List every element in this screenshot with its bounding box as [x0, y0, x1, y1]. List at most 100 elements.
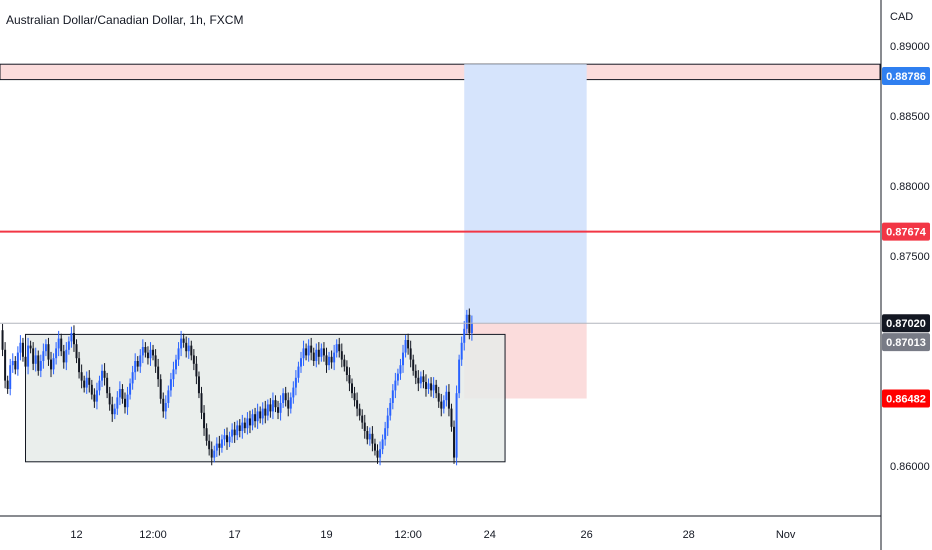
candle[interactable] — [175, 354, 177, 375]
candle[interactable] — [261, 402, 264, 425]
candle[interactable] — [169, 372, 172, 397]
candle[interactable] — [60, 333, 63, 357]
resistance-zone[interactable] — [0, 63, 881, 81]
candle[interactable] — [391, 384, 394, 410]
candle[interactable] — [223, 428, 226, 446]
candle[interactable] — [435, 379, 438, 399]
candle[interactable] — [103, 363, 106, 386]
candle[interactable] — [238, 419, 241, 438]
candle[interactable] — [371, 426, 374, 452]
candle[interactable] — [67, 336, 70, 355]
candle[interactable] — [24, 350, 27, 373]
candle[interactable] — [75, 339, 78, 364]
candle[interactable] — [305, 343, 308, 361]
candle[interactable] — [345, 360, 348, 382]
candle[interactable] — [289, 392, 292, 414]
candle[interactable] — [126, 386, 129, 415]
candle[interactable] — [366, 426, 369, 445]
candle[interactable] — [450, 403, 453, 432]
candle[interactable] — [465, 309, 468, 334]
candle[interactable] — [70, 326, 73, 348]
candle[interactable] — [152, 344, 155, 361]
candle[interactable] — [320, 343, 323, 362]
candle[interactable] — [269, 398, 272, 418]
candle[interactable] — [47, 337, 50, 366]
candle[interactable] — [134, 353, 137, 380]
candle[interactable] — [430, 377, 433, 397]
candle[interactable] — [394, 372, 397, 399]
candle[interactable] — [121, 384, 124, 404]
candle[interactable] — [57, 330, 60, 357]
candle[interactable] — [1, 323, 4, 357]
candle[interactable] — [21, 337, 24, 362]
candle[interactable] — [42, 343, 45, 369]
candle[interactable] — [266, 399, 269, 421]
candle[interactable] — [322, 342, 325, 362]
candle[interactable] — [200, 386, 203, 420]
candle[interactable] — [93, 388, 96, 408]
candle[interactable] — [129, 378, 132, 400]
candle[interactable] — [325, 347, 328, 373]
candle[interactable] — [299, 351, 302, 373]
candle[interactable] — [167, 385, 170, 408]
candle[interactable] — [279, 395, 282, 421]
candle[interactable] — [162, 392, 165, 418]
candle[interactable] — [287, 392, 290, 417]
candle[interactable] — [180, 330, 183, 357]
candle[interactable] — [154, 349, 157, 373]
candle[interactable] — [106, 372, 109, 399]
candle[interactable] — [312, 347, 315, 366]
candle[interactable] — [248, 410, 251, 434]
candle[interactable] — [231, 423, 234, 443]
candle[interactable] — [402, 344, 405, 373]
candle[interactable] — [208, 434, 211, 456]
candle[interactable] — [453, 420, 456, 464]
candle[interactable] — [14, 356, 17, 375]
candle[interactable] — [282, 388, 285, 408]
candle[interactable] — [192, 349, 195, 371]
candle[interactable] — [205, 423, 208, 446]
candle[interactable] — [259, 406, 262, 424]
candle[interactable] — [11, 353, 14, 373]
candle[interactable] — [32, 342, 35, 371]
candle[interactable] — [228, 431, 231, 448]
candle[interactable] — [39, 354, 42, 378]
candle[interactable] — [72, 325, 75, 352]
candle[interactable] — [37, 350, 40, 376]
candle[interactable] — [348, 367, 351, 392]
candle[interactable] — [95, 382, 98, 410]
candle[interactable] — [404, 335, 407, 358]
candle[interactable] — [4, 342, 7, 389]
candle[interactable] — [159, 374, 162, 404]
candle[interactable] — [424, 374, 427, 397]
candle[interactable] — [384, 421, 387, 446]
candle[interactable] — [440, 393, 443, 417]
candle[interactable] — [226, 427, 229, 450]
candle[interactable] — [396, 368, 399, 386]
candle[interactable] — [187, 337, 190, 359]
long-position-profit-zone[interactable] — [464, 64, 587, 324]
candle[interactable] — [463, 321, 466, 351]
candle[interactable] — [62, 344, 65, 369]
candle[interactable] — [113, 403, 116, 420]
candle[interactable] — [271, 392, 274, 420]
candle[interactable] — [264, 400, 267, 424]
candle[interactable] — [351, 378, 353, 399]
candle[interactable] — [55, 342, 58, 365]
candle[interactable] — [373, 438, 376, 456]
candle[interactable] — [220, 434, 223, 453]
candle[interactable] — [284, 386, 287, 407]
candle[interactable] — [251, 409, 254, 431]
candle[interactable] — [213, 445, 216, 463]
candle[interactable] — [379, 441, 382, 466]
candle[interactable] — [19, 335, 22, 361]
candle[interactable] — [338, 337, 341, 358]
candle[interactable] — [111, 396, 114, 422]
candle[interactable] — [340, 343, 343, 368]
candle[interactable] — [88, 370, 91, 393]
candle[interactable] — [356, 392, 359, 417]
candle[interactable] — [274, 395, 277, 413]
candle[interactable] — [315, 343, 318, 368]
range-box[interactable] — [25, 333, 506, 463]
candle[interactable] — [330, 350, 333, 369]
